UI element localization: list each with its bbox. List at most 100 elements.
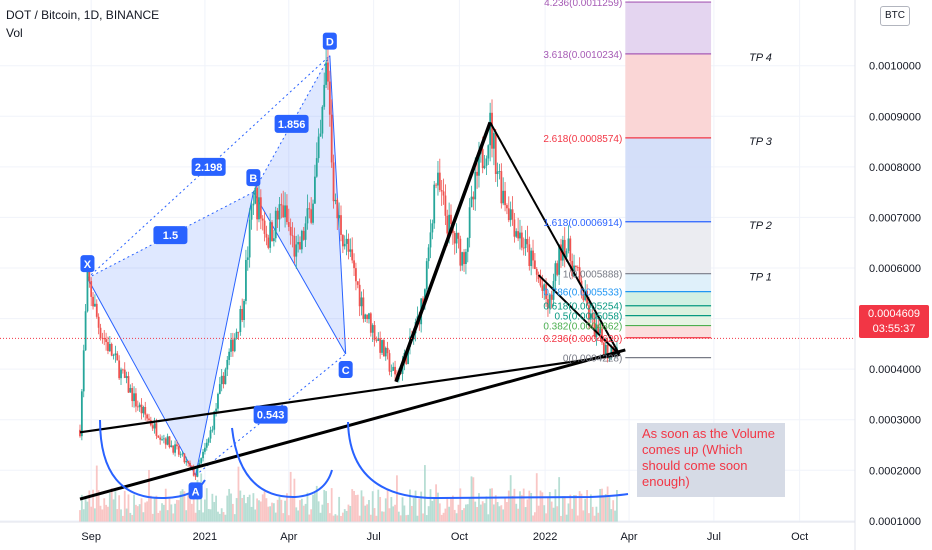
candle-body bbox=[282, 205, 285, 218]
candle-body bbox=[448, 214, 451, 234]
trend-line bbox=[537, 274, 621, 356]
ratio-badge bbox=[153, 226, 188, 245]
y-tick-label: 0.0007000 bbox=[869, 212, 921, 224]
ratio-badge bbox=[253, 405, 288, 424]
ratio-label: 2.198 bbox=[195, 162, 223, 174]
fib-zone bbox=[625, 315, 712, 326]
volume-bar bbox=[450, 498, 452, 522]
pattern-point-label: D bbox=[326, 37, 334, 49]
candle-body bbox=[200, 458, 203, 464]
candle-body bbox=[97, 316, 100, 328]
volume-bar bbox=[271, 502, 273, 522]
volume-bar bbox=[149, 495, 152, 522]
volume-bar bbox=[541, 492, 544, 522]
volume-bar bbox=[90, 506, 93, 522]
candle-body bbox=[99, 327, 102, 338]
volume-bar bbox=[286, 493, 288, 522]
volume-bar bbox=[136, 506, 139, 522]
volume-bar bbox=[263, 489, 266, 522]
y-tick-label: 0.0008000 bbox=[869, 162, 921, 174]
candle-body bbox=[476, 171, 479, 176]
currency-button[interactable]: BTC bbox=[880, 6, 910, 26]
volume-bar bbox=[282, 513, 285, 522]
candle-body bbox=[252, 203, 255, 206]
pattern-ratio-line bbox=[87, 191, 254, 279]
candle-body bbox=[578, 267, 581, 281]
volume-bar bbox=[444, 508, 447, 522]
last-price: 0.0004609 bbox=[868, 308, 920, 320]
volume-bar bbox=[485, 496, 488, 522]
volume-bar bbox=[524, 507, 527, 522]
volume-bar bbox=[332, 515, 335, 522]
candle-body bbox=[133, 393, 135, 402]
volume-bar bbox=[287, 515, 290, 522]
candle-body bbox=[433, 184, 436, 224]
volume-bar bbox=[487, 514, 490, 522]
volume-bar bbox=[567, 503, 570, 522]
volume-bar bbox=[548, 491, 551, 522]
volume-bar bbox=[435, 484, 437, 522]
candle-body bbox=[466, 237, 469, 252]
fib-zone bbox=[625, 305, 712, 316]
volume-bar bbox=[576, 515, 579, 522]
candle-body bbox=[481, 149, 484, 169]
target-label: TP 3 bbox=[749, 136, 773, 148]
trend-line bbox=[79, 348, 626, 501]
candle-body bbox=[166, 436, 169, 445]
candle-body bbox=[530, 250, 533, 266]
candle-body bbox=[519, 232, 521, 239]
candle-body bbox=[179, 454, 182, 456]
candle-body bbox=[440, 190, 443, 192]
volume-bar bbox=[420, 491, 423, 522]
volume-bar bbox=[517, 508, 520, 522]
volume-bar bbox=[84, 496, 87, 522]
volume-bar bbox=[602, 496, 605, 522]
candle-body bbox=[80, 391, 83, 437]
candle-body bbox=[368, 313, 370, 320]
fib-zone bbox=[625, 221, 712, 274]
candle-body bbox=[213, 411, 216, 430]
volume-bar bbox=[530, 493, 533, 522]
candle-body bbox=[599, 328, 602, 334]
candle-body bbox=[155, 423, 158, 436]
volume-bar bbox=[245, 503, 247, 522]
x-tick-label: Oct bbox=[451, 531, 468, 543]
volume-bar bbox=[382, 511, 385, 522]
volume-bar bbox=[560, 515, 562, 522]
volume-bar bbox=[213, 501, 216, 522]
candle-body bbox=[461, 252, 464, 266]
volume-bar bbox=[315, 485, 318, 522]
candle-body bbox=[392, 366, 395, 371]
candle-body bbox=[312, 203, 314, 223]
volume-bar bbox=[457, 504, 460, 522]
pattern-point-badge bbox=[246, 169, 261, 187]
candle-body bbox=[547, 299, 549, 309]
volume-bar bbox=[252, 493, 255, 522]
candle-body bbox=[565, 250, 568, 258]
volume-bar bbox=[586, 490, 588, 522]
candle-body bbox=[453, 232, 456, 244]
candle-body bbox=[321, 106, 324, 134]
candle-body bbox=[123, 369, 126, 378]
volume-arc bbox=[347, 421, 629, 500]
volume-bar bbox=[506, 502, 508, 522]
candle-body bbox=[332, 162, 335, 202]
volume-bar bbox=[189, 491, 191, 522]
volume-bar bbox=[205, 488, 208, 522]
volume-bar bbox=[204, 499, 206, 522]
volume-bar bbox=[101, 509, 104, 522]
volume-bar bbox=[437, 492, 439, 522]
candle-body bbox=[84, 311, 87, 351]
x-tick-label: Oct bbox=[791, 531, 808, 543]
volume-bar bbox=[498, 506, 501, 522]
candle-body bbox=[218, 384, 221, 394]
fib-level-label: 0.786(0.0005533) bbox=[543, 288, 622, 299]
volume-bar bbox=[312, 494, 314, 522]
volume-bar bbox=[373, 508, 376, 522]
candle-body bbox=[129, 388, 132, 393]
candle-body bbox=[107, 342, 109, 352]
volume-bar bbox=[384, 498, 387, 522]
volume-bar bbox=[131, 514, 134, 522]
volume-bar bbox=[414, 490, 417, 522]
